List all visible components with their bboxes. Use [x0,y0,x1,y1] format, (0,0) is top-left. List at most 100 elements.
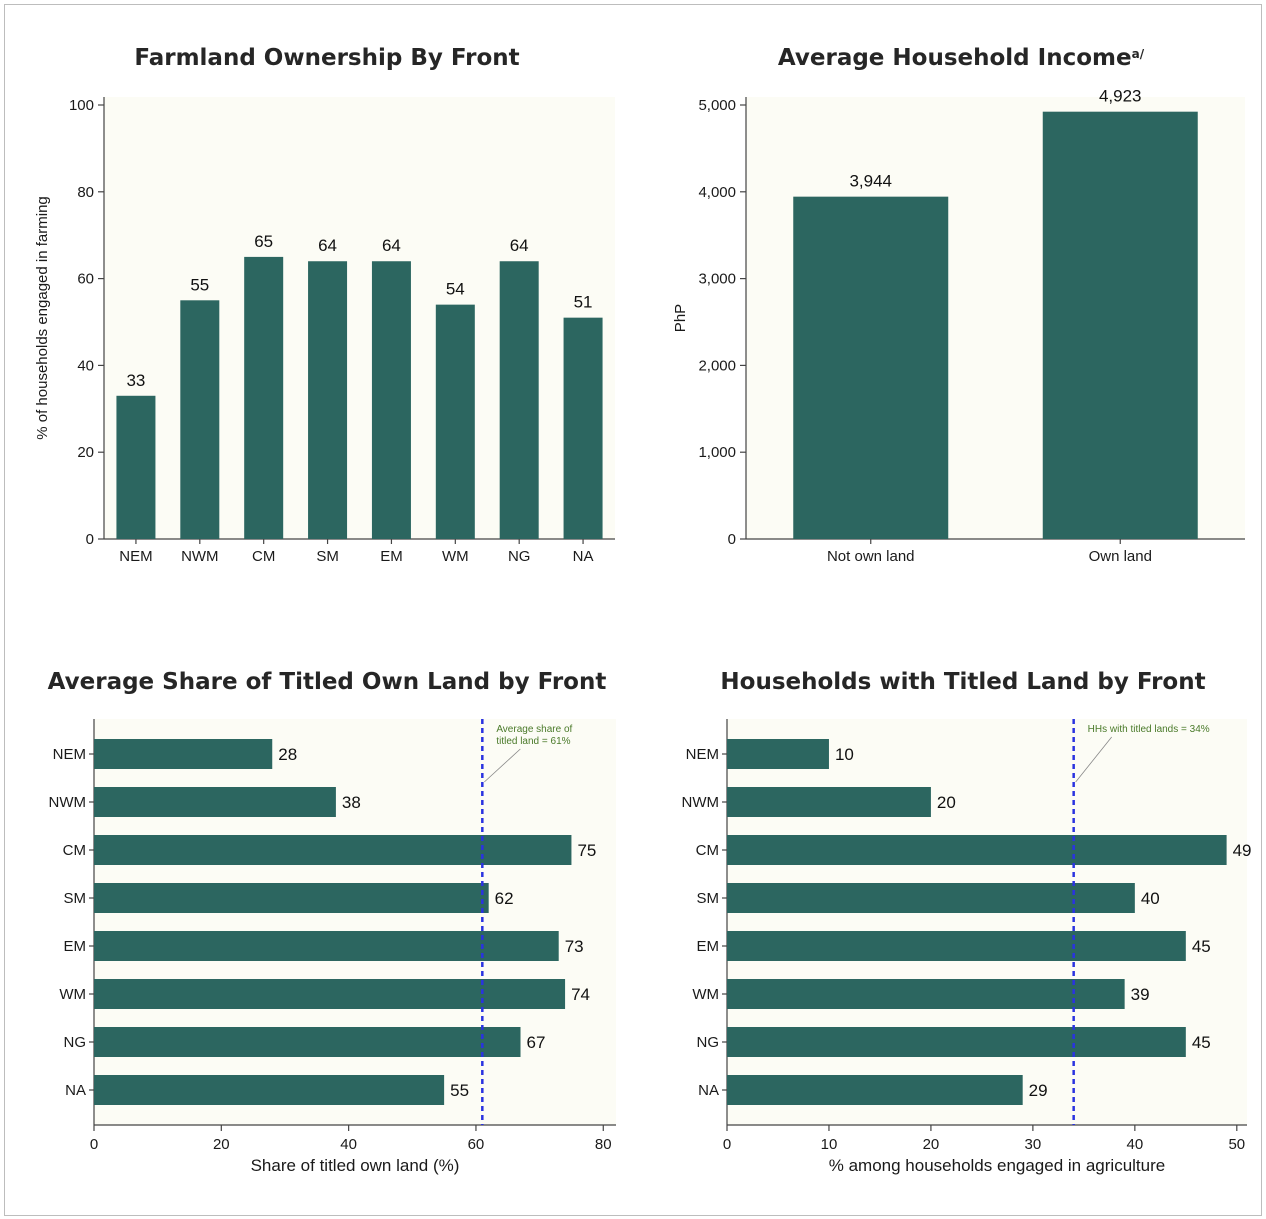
c3-x-tick-label: 40 [1126,1136,1143,1153]
c3-y-tick-label: NG [697,1034,720,1051]
chart-households-titled: Households with Titled Land by Front 0 10 2… [643,653,1258,1193]
c2-bar-value-label: 67 [527,1033,546,1052]
c3-bar [727,883,1135,913]
c2-bar [94,835,572,865]
c1-y-axis-title: PhP [672,304,689,332]
c3-y-tick-label: CM [696,842,719,859]
c3-bar-value-label: 39 [1131,985,1150,1004]
c1-chart-title: Average Household Incomea/ [778,45,1145,71]
c3-bar [727,1075,1023,1105]
c2-bar [94,931,559,961]
c3-y-tick-label: NEM [686,746,719,763]
c0-bar-value-label: 54 [446,280,465,299]
c2-y-tick-label: EM [64,938,87,955]
c0-bar [308,261,348,539]
c0-bar [180,300,220,539]
c0-x-tick-label: SM [316,548,339,565]
chart-titled-share-svg: Average Share of Titled Own Land by Fron… [48,669,616,1175]
c2-x-tick-label: 60 [468,1136,485,1153]
c3-plot-area [727,719,1247,1125]
c2-bar-value-label: 62 [495,889,514,908]
c0-x-tick-label: NEM [119,548,152,565]
c3-y-tick-label: NWM [682,794,720,811]
c0-bar-value-label: 33 [126,371,145,390]
c0-bar-value-label: 64 [382,236,401,255]
chart-households-titled-svg: Households with Titled Land by Front 0 10 2… [682,669,1252,1175]
c2-reference-line-label: Average share of [496,724,572,735]
c0-bar [435,304,475,539]
c2-bar [94,979,566,1009]
c2-bar-value-label: 28 [278,745,297,764]
c1-title-superscript: a/ [1132,47,1145,61]
c3-x-tick-label: 50 [1228,1136,1245,1153]
c3-bar [727,787,931,817]
c0-bar [116,395,156,539]
c2-bar-value-label: 55 [450,1081,469,1100]
c0-bar-value-label: 64 [318,236,337,255]
c3-y-tick-label: SM [697,890,720,907]
c2-bar-value-label: 73 [565,937,584,956]
c0-bar-value-label: 55 [190,275,209,294]
c1-bar-value-label: 4,923 [1099,87,1142,106]
c3-bar-value-label: 20 [937,793,956,812]
c2-bar-value-label: 74 [571,985,590,1004]
c1-bar [1042,111,1198,540]
c2-x-axis-title: Share of titled own land (%) [251,1156,460,1175]
c2-y-tick-label: NG [64,1034,87,1051]
c2-plot-area [94,719,616,1125]
c3-bar-value-label: 29 [1029,1081,1048,1100]
c0-bar [499,261,539,539]
c3-bar [727,979,1125,1009]
c0-y-tick-label: 40 [77,357,94,374]
c0-y-axis-title: % of households engaged in farming [34,196,51,440]
c3-x-axis-title: % among households engaged in agricultur… [829,1156,1165,1175]
c3-bar-value-label: 10 [835,745,854,764]
chart-farmland-ownership-svg: Farmland Ownership By Front 0 20 40 60 80 100%… [34,45,615,565]
c0-y-tick-label: 100 [69,97,94,114]
c3-y-tick-label: EM [697,938,720,955]
c3-bar-value-label: 45 [1192,1033,1211,1052]
c1-x-tick-label: Not own land [827,548,915,565]
c0-x-tick-label: NA [573,548,594,565]
c0-y-tick-label: 0 [86,531,94,548]
c1-y-tick-label: 4,000 [698,184,736,201]
c3-bar [727,739,829,769]
chart-farmland-ownership: Farmland Ownership By Front 0 20 40 60 80 100%… [11,31,631,601]
c3-reference-line-label: HHs with titled lands = 34% [1088,724,1210,735]
c2-bar-value-label: 38 [342,793,361,812]
c2-reference-line-label: titled land = 61% [496,736,570,747]
c3-reference-line-leader [1075,736,1112,783]
c2-reference-line-leader [484,748,521,783]
c0-y-tick-label: 20 [77,444,94,461]
c3-x-tick-label: 10 [821,1136,838,1153]
c1-x-tick-label: Own land [1089,548,1152,565]
c2-bar-value-label: 75 [577,841,596,860]
c0-x-tick-label: EM [380,548,403,565]
c2-bar [94,1027,521,1057]
c0-y-tick-label: 60 [77,271,94,288]
c2-x-tick-label: 20 [213,1136,230,1153]
c3-y-tick-label: WM [692,986,719,1003]
c0-bar [371,261,411,539]
chart-household-income-svg: Average Household Incomea/0 1,000 2,000 3,0… [672,45,1245,565]
c3-chart-title: Households with Titled Land by Front [720,669,1205,695]
c0-x-tick-label: NG [508,548,531,565]
c1-bar-value-label: 3,944 [849,172,892,191]
c2-y-tick-label: NEM [53,746,86,763]
c0-chart-title: Farmland Ownership By Front [134,45,519,71]
chart-household-income: Average Household Incomea/0 1,000 2,000 3,0… [643,31,1258,601]
c0-bar-value-label: 64 [510,236,529,255]
c0-bar [563,317,603,539]
c2-y-tick-label: WM [59,986,86,1003]
c2-y-tick-label: NWM [49,794,87,811]
c2-y-tick-label: SM [64,890,87,907]
c2-x-tick-label: 80 [595,1136,612,1153]
c3-bar-value-label: 45 [1192,937,1211,956]
c2-bar [94,787,336,817]
c1-bar [793,196,949,539]
c1-y-tick-label: 5,000 [698,97,736,114]
c2-chart-title: Average Share of Titled Own Land by Fron… [48,669,607,695]
c2-bar [94,883,489,913]
c2-y-tick-label: NA [65,1082,86,1099]
c1-y-tick-label: 1,000 [698,444,736,461]
